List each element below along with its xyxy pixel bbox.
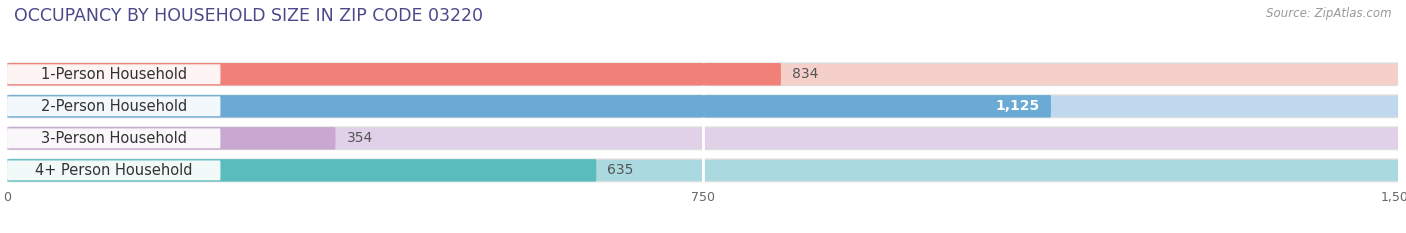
Text: 1-Person Household: 1-Person Household [41,67,187,82]
FancyBboxPatch shape [7,95,1399,117]
Text: 834: 834 [792,67,818,81]
Text: 3-Person Household: 3-Person Household [41,131,187,146]
FancyBboxPatch shape [7,95,1050,117]
Text: 354: 354 [347,131,373,145]
FancyBboxPatch shape [7,127,336,150]
Text: 635: 635 [607,163,634,177]
FancyBboxPatch shape [7,64,221,84]
FancyBboxPatch shape [7,96,221,116]
FancyBboxPatch shape [7,63,1399,86]
Text: OCCUPANCY BY HOUSEHOLD SIZE IN ZIP CODE 03220: OCCUPANCY BY HOUSEHOLD SIZE IN ZIP CODE … [14,7,484,25]
Text: 4+ Person Household: 4+ Person Household [35,163,193,178]
FancyBboxPatch shape [7,161,221,180]
FancyBboxPatch shape [7,159,1399,182]
Text: 1,125: 1,125 [995,99,1040,113]
Text: Source: ZipAtlas.com: Source: ZipAtlas.com [1267,7,1392,20]
FancyBboxPatch shape [7,63,780,86]
FancyBboxPatch shape [7,128,221,148]
FancyBboxPatch shape [7,127,1399,150]
Text: 2-Person Household: 2-Person Household [41,99,187,114]
FancyBboxPatch shape [7,159,596,182]
